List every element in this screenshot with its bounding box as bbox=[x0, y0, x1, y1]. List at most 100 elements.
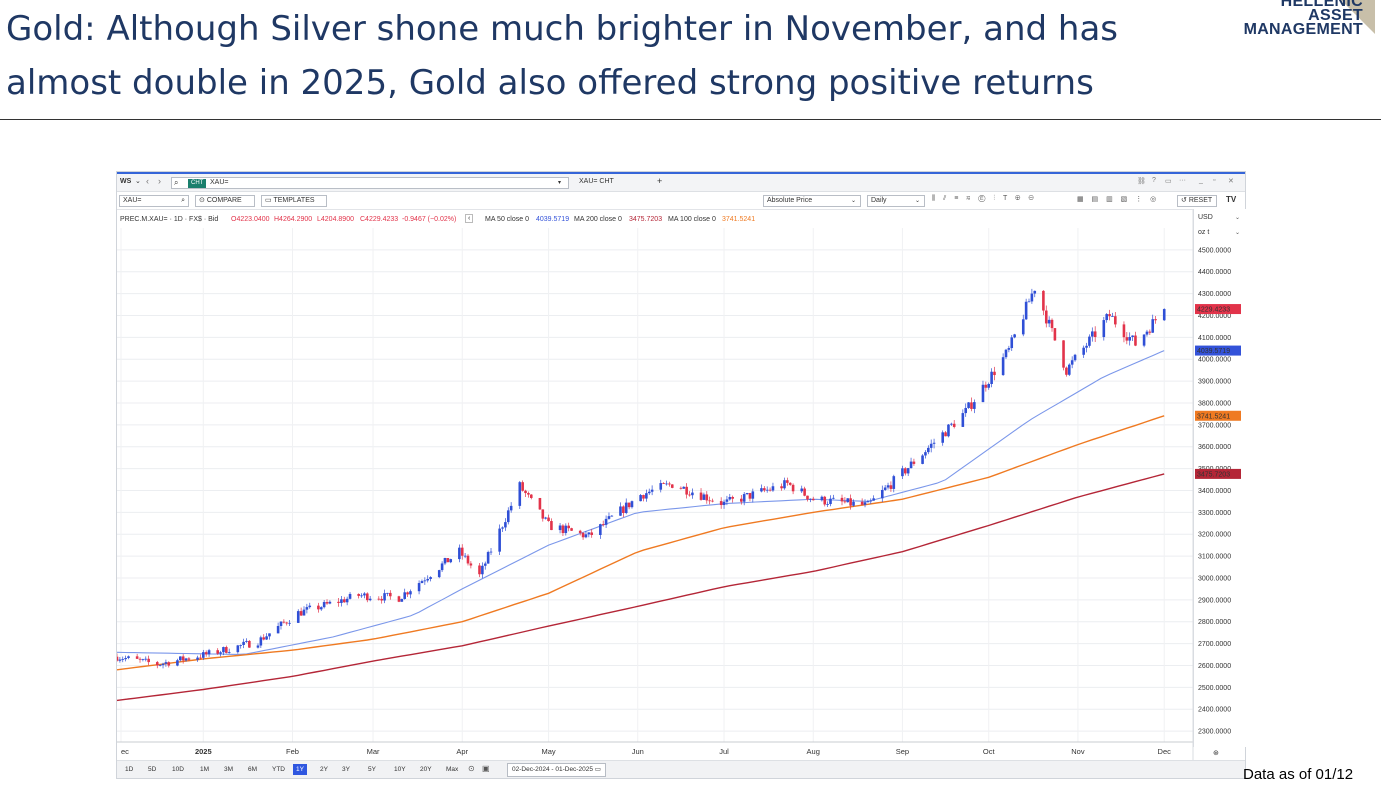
x-tick-label: Mar bbox=[367, 747, 380, 756]
y-tick-label: 3600.0000 bbox=[1198, 444, 1231, 451]
date-range-input[interactable]: 02-Dec-2024 - 01-Dec-2025 ▭ bbox=[507, 763, 606, 777]
minimize-icon[interactable]: _ bbox=[1199, 177, 1203, 184]
candle-body bbox=[1088, 336, 1091, 346]
back-arrow-icon[interactable]: ‹ bbox=[146, 176, 149, 186]
candle-body bbox=[365, 593, 369, 601]
restore-icon[interactable]: ▫ bbox=[1213, 177, 1216, 184]
drawing-tools-icons[interactable]: ⫼ ⫽ ≡ ≋ Ⓔ ⫶ T ⊕ ⊖ bbox=[932, 195, 1037, 202]
y-tick-label: 3700.0000 bbox=[1198, 422, 1231, 429]
candle-body bbox=[1047, 319, 1051, 324]
candle-body bbox=[581, 532, 585, 538]
candle-body bbox=[406, 592, 409, 595]
candle-body bbox=[944, 432, 947, 437]
reset-icon: ↺ bbox=[1181, 197, 1189, 204]
candle-body bbox=[993, 371, 996, 376]
forward-arrow-icon[interactable]: › bbox=[158, 176, 161, 186]
candle-body bbox=[708, 500, 711, 502]
candle-body bbox=[504, 522, 507, 528]
unit-select[interactable]: oz t bbox=[1198, 229, 1210, 236]
candle-body bbox=[901, 468, 904, 477]
range-button-3m[interactable]: 3M bbox=[224, 766, 234, 773]
range-button-1m[interactable]: 1M bbox=[200, 766, 210, 773]
range-button-10d[interactable]: 10D bbox=[172, 766, 184, 773]
candle-body bbox=[463, 555, 467, 557]
price-type-select[interactable]: Absolute Price ⌄ bbox=[763, 195, 861, 207]
candle-body bbox=[429, 577, 432, 579]
candle-body bbox=[950, 423, 953, 425]
range-button-2y[interactable]: 2Y bbox=[320, 766, 328, 773]
search-input[interactable]: XAU= ⌕ bbox=[119, 195, 189, 207]
candle-body bbox=[135, 656, 139, 659]
candle-body bbox=[529, 494, 533, 498]
candle-body bbox=[889, 485, 893, 489]
title-bar: WS ⌄ ‹ › ⌕ CHT XAU= ▾ XAU= CHT + ⛓ ? ▭ ·… bbox=[117, 174, 1245, 192]
search-input-value: XAU= bbox=[123, 197, 142, 204]
range-button-1d[interactable]: 1D bbox=[125, 766, 134, 773]
active-tab[interactable]: XAU= CHT bbox=[579, 178, 614, 185]
more-icon[interactable]: ··· bbox=[1179, 177, 1186, 184]
templates-button[interactable]: ▭ TEMPLATES bbox=[261, 195, 327, 207]
candle-body bbox=[1108, 314, 1111, 317]
command-dropdown-icon[interactable]: ▾ bbox=[558, 180, 562, 186]
chevron-down-icon[interactable]: ⌄ bbox=[135, 178, 141, 185]
candle-body bbox=[786, 480, 789, 483]
range-button-1y[interactable]: 1Y bbox=[293, 764, 307, 775]
range-bar: 1D 5D 10D 1M 3M 6M YTD 1Y 2Y 3Y 5Y 10Y 20Y Max ⊙ ▣ 02… bbox=[117, 760, 1245, 778]
add-tab-button[interactable]: + bbox=[657, 176, 663, 186]
workspace-label[interactable]: WS bbox=[120, 178, 132, 185]
candle-body bbox=[538, 497, 542, 510]
candle-body bbox=[722, 501, 726, 506]
candle-body bbox=[242, 641, 245, 645]
candle-body bbox=[449, 559, 453, 563]
candle-body bbox=[420, 581, 424, 584]
candle-body bbox=[927, 447, 930, 453]
calendar-picker-icon[interactable]: ▣ bbox=[482, 764, 490, 773]
y-tick-label: 4400.0000 bbox=[1198, 269, 1231, 276]
candle-body bbox=[584, 534, 588, 538]
candle-body bbox=[239, 644, 243, 646]
candle-body bbox=[489, 551, 493, 553]
range-button-10y[interactable]: 10Y bbox=[394, 766, 406, 773]
candle-body bbox=[124, 657, 127, 660]
reset-button[interactable]: ↺ RESET bbox=[1177, 195, 1217, 207]
range-button-max[interactable]: Max bbox=[446, 766, 459, 773]
price-chart[interactable]: 2300.0000 2400.0000 2500.0000 2600.0000 2700… bbox=[117, 172, 1245, 760]
layout-tools-icons[interactable]: ▦ ▤ ▥ ▧ ⋮ ◎ bbox=[1077, 196, 1160, 203]
candle-body bbox=[852, 501, 855, 506]
compare-range-icon[interactable]: ⊙ bbox=[468, 764, 475, 773]
range-button-ytd[interactable]: YTD bbox=[272, 766, 285, 773]
candle-body bbox=[880, 489, 884, 499]
range-button-6m[interactable]: 6M bbox=[248, 766, 258, 773]
range-button-5y[interactable]: 5Y bbox=[368, 766, 376, 773]
candle-body bbox=[699, 492, 703, 500]
chevron-down-icon[interactable]: ⌄ bbox=[1234, 230, 1240, 236]
chevron-down-icon[interactable]: ⌄ bbox=[1234, 215, 1240, 221]
link-icon[interactable]: ⛓ bbox=[1137, 178, 1146, 185]
legend-open: O4223.0400 bbox=[231, 216, 270, 223]
layout-icon[interactable]: ▭ bbox=[1165, 178, 1172, 185]
range-button-3y[interactable]: 3Y bbox=[342, 766, 350, 773]
compare-button[interactable]: ⊙ COMPARE bbox=[195, 195, 255, 207]
currency-select[interactable]: USD bbox=[1198, 214, 1213, 221]
candle-body bbox=[1128, 337, 1132, 341]
price-type-value: Absolute Price bbox=[767, 197, 813, 204]
range-button-5d[interactable]: 5D bbox=[148, 766, 157, 773]
y-tick-label: 4300.0000 bbox=[1198, 291, 1231, 298]
candle-body bbox=[622, 506, 625, 513]
command-bar[interactable]: ⌕ CHT XAU= ▾ bbox=[171, 177, 569, 189]
y-tick-label: 3000.0000 bbox=[1198, 575, 1231, 582]
candle-body bbox=[469, 563, 473, 566]
candle-body bbox=[1122, 324, 1126, 338]
candle-body bbox=[768, 489, 772, 491]
candle-body bbox=[161, 663, 165, 666]
close-icon[interactable]: ✕ bbox=[1228, 178, 1234, 185]
candle-body bbox=[460, 547, 464, 556]
range-button-20y[interactable]: 20Y bbox=[420, 766, 432, 773]
legend-collapse-button[interactable]: ‹ bbox=[465, 214, 474, 223]
candle-body bbox=[823, 496, 827, 505]
candle-body bbox=[363, 593, 366, 596]
help-icon[interactable]: ? bbox=[1152, 177, 1156, 184]
candle-body bbox=[380, 598, 383, 601]
interval-select[interactable]: Daily ⌄ bbox=[867, 195, 925, 207]
candle-body bbox=[1073, 354, 1077, 361]
